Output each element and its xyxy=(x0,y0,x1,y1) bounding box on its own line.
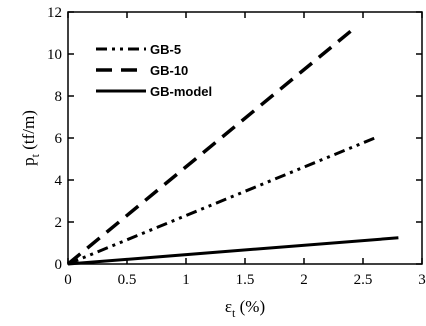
legend-label: GB-5 xyxy=(150,42,181,57)
y-tick-label: 8 xyxy=(55,89,63,105)
ticks xyxy=(67,11,423,265)
x-tick-label: 2 xyxy=(300,272,308,288)
legend-label: GB-10 xyxy=(150,63,188,78)
y-tick-label: 2 xyxy=(55,215,63,231)
x-tick-label: 1 xyxy=(182,272,190,288)
x-tick-label: 0.5 xyxy=(118,272,137,288)
series-line-gb-model xyxy=(67,236,399,266)
series-line-gb-5 xyxy=(67,136,376,266)
y-axis-label: pt (tf/m) xyxy=(19,110,42,166)
x-tick-label: 3 xyxy=(418,272,426,288)
y-tick-label: 4 xyxy=(55,173,63,189)
y-tick-label: 12 xyxy=(47,5,62,21)
y-tick-label: 0 xyxy=(55,257,63,273)
legend-label: GB-model xyxy=(150,84,212,99)
tick-labels: 0 0.5 1 1.5 2 2.5 3 0 2 4 6 8 10 12 xyxy=(47,5,426,288)
x-tick-label: 1.5 xyxy=(236,272,255,288)
y-tick-label: 6 xyxy=(55,131,63,147)
series-lines xyxy=(66,27,399,266)
y-tick-label: 10 xyxy=(47,47,62,63)
x-axis-label: εt (%) xyxy=(225,297,265,320)
x-tick-label: 2.5 xyxy=(354,272,373,288)
legend: GB-5 GB-10 GB-model xyxy=(96,42,212,99)
series-line-gb-10 xyxy=(66,27,355,266)
x-tick-label: 0 xyxy=(64,272,72,288)
